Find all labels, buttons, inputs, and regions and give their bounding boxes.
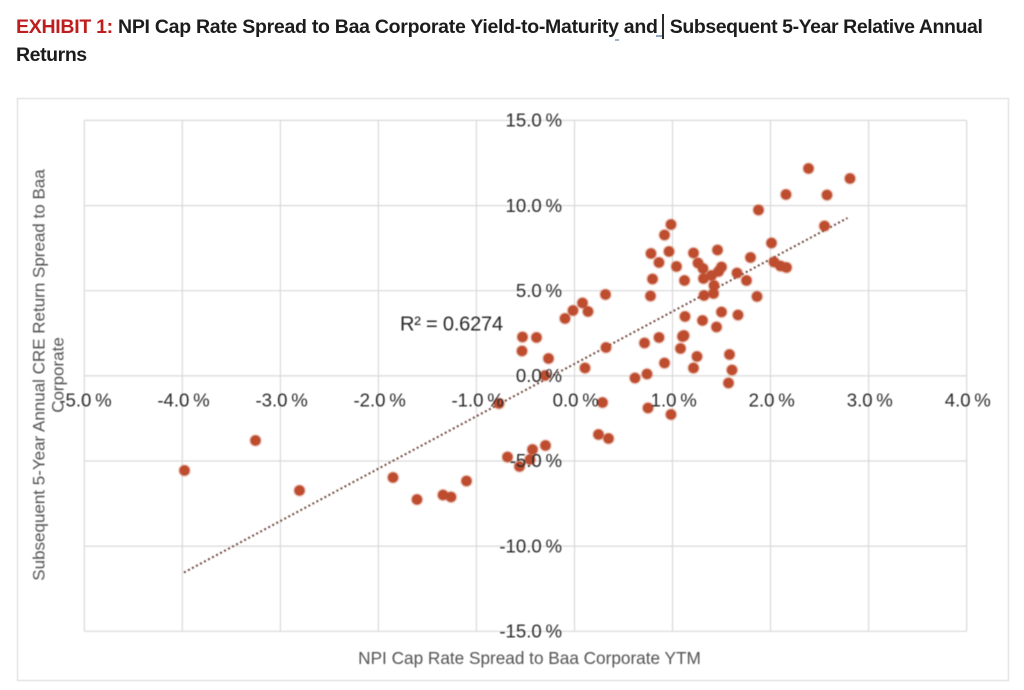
svg-text:4.0 %: 4.0 % [945, 389, 991, 410]
svg-text:R² = 0.6274: R² = 0.6274 [400, 314, 503, 336]
svg-text:1.0 %: 1.0 % [651, 389, 697, 410]
svg-text:-2.0 %: -2.0 % [353, 389, 405, 410]
svg-text:3.0 %: 3.0 % [847, 389, 893, 410]
svg-text:10.0 %: 10.0 % [506, 195, 562, 216]
svg-text:-5.0 %: -5.0 % [510, 450, 562, 471]
svg-text:-3.0 %: -3.0 % [255, 389, 307, 410]
svg-text:-10.0 %: -10.0 % [499, 535, 562, 556]
svg-text:-1.0 %: -1.0 % [451, 389, 503, 410]
svg-text:15.0 %: 15.0 % [506, 110, 562, 131]
svg-text:Subsequent 5-Year Annual CRE R: Subsequent 5-Year Annual CRE Return Spre… [30, 169, 49, 581]
svg-text:-15.0 %: -15.0 % [499, 621, 562, 642]
svg-text:0.0 %: 0.0 % [553, 389, 599, 410]
svg-text:NPI Cap Rate Spread to Baa Cor: NPI Cap Rate Spread to Baa Corporate YTM [358, 648, 701, 668]
svg-text:Corporate: Corporate [49, 337, 68, 413]
svg-text:-4.0 %: -4.0 % [157, 389, 209, 410]
svg-text:-5.0 %: -5.0 % [59, 389, 111, 410]
svg-text:2.0 %: 2.0 % [749, 389, 795, 410]
svg-text:5.0 %: 5.0 % [516, 280, 562, 301]
svg-text:0.0 %: 0.0 % [516, 365, 562, 386]
